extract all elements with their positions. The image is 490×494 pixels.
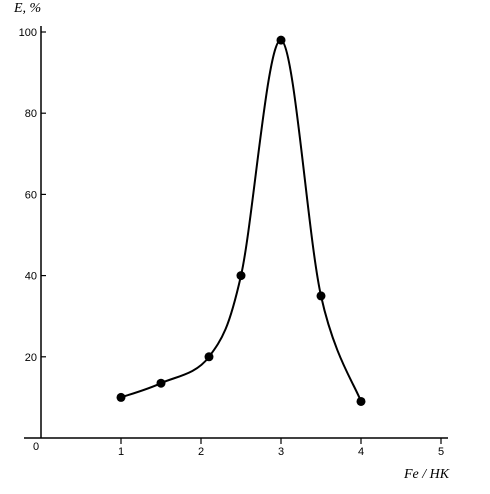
- x-tick-label: 1: [118, 446, 124, 458]
- origin-label: 0: [33, 441, 39, 453]
- series-markers: [116, 35, 366, 406]
- y-tick-label: 40: [25, 271, 37, 283]
- series-line: [120, 39, 362, 402]
- x-ticks: 1 2 3 4 5: [118, 438, 444, 458]
- y-axis-title: E, %: [13, 1, 41, 16]
- x-tick-label: 3: [278, 446, 284, 458]
- data-point: [116, 392, 126, 402]
- data-point: [236, 271, 246, 281]
- data-point: [316, 291, 326, 301]
- data-point: [204, 352, 214, 362]
- axes: [24, 26, 448, 439]
- y-tick-label: 60: [25, 189, 37, 201]
- data-point: [276, 35, 286, 45]
- y-tick-label: 80: [25, 108, 37, 120]
- y-tick-label: 20: [25, 352, 37, 364]
- x-axis-title: Fe / HK: [403, 467, 450, 482]
- data-point: [156, 378, 166, 388]
- y-ticks: 20 40 60 80 100: [19, 27, 46, 364]
- x-tick-label: 5: [438, 446, 444, 458]
- x-tick-label: 4: [358, 446, 364, 458]
- x-tick-label: 2: [198, 446, 204, 458]
- data-point: [356, 396, 366, 406]
- y-tick-label: 100: [19, 27, 37, 39]
